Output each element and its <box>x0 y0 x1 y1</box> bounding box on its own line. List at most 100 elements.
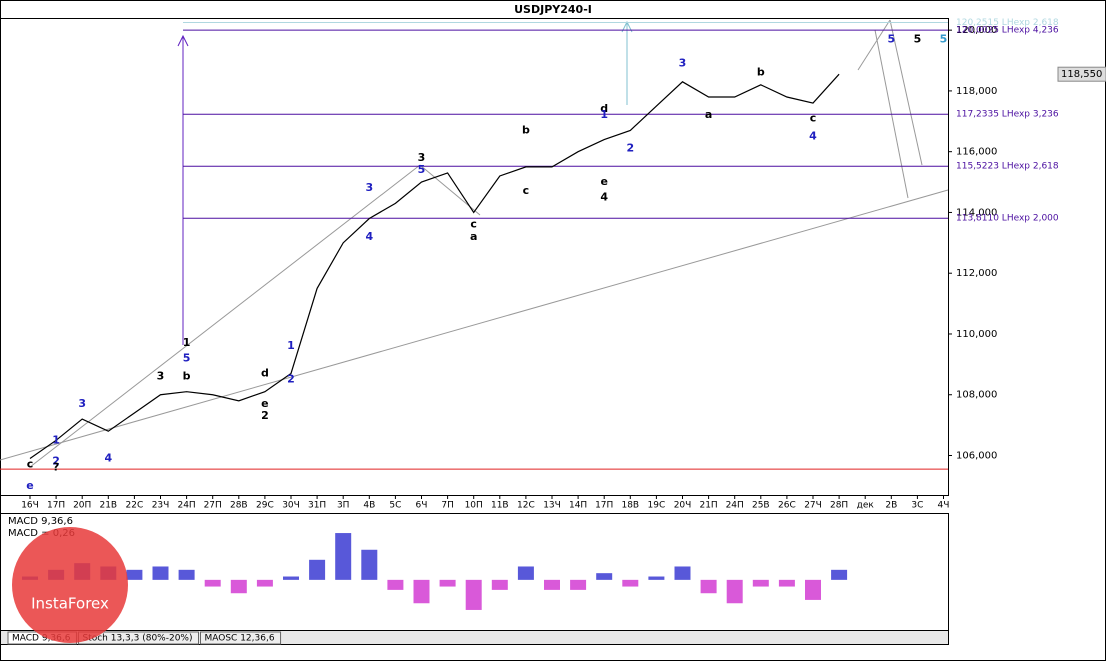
x-tick-label: 28В <box>230 501 248 511</box>
x-tick-label: 19С <box>648 501 666 511</box>
wave-label: 2 <box>52 455 60 468</box>
wave-label: d <box>600 102 608 115</box>
x-tick-label: 4Ч <box>938 501 950 511</box>
macd-bar <box>283 576 299 580</box>
x-tick-label: 24П <box>177 501 195 511</box>
wave-label: ? <box>53 461 59 474</box>
level-label: 117,2335 LHexp 3,236 <box>956 110 1059 120</box>
wave-label: 5 <box>887 32 895 45</box>
x-tick-label: 4В <box>363 501 375 511</box>
macd-bar <box>204 579 221 587</box>
macd-value: MACD = 0,26 <box>8 528 75 539</box>
x-tick-label: 21П <box>699 501 717 511</box>
x-tick-label: 13Ч <box>543 501 561 511</box>
x-tick-label: 14П <box>569 501 587 511</box>
main-pane <box>0 18 949 496</box>
macd-bar <box>335 533 352 580</box>
macd-bar <box>230 579 247 594</box>
x-tick-label: 3С <box>911 501 923 511</box>
macd-bar <box>674 566 691 580</box>
y-tick-label: 120,000 <box>956 25 997 36</box>
macd-bar <box>700 579 717 594</box>
wave-label: 2 <box>261 409 269 422</box>
macd-bar <box>413 579 430 604</box>
y-tick-label: 110,000 <box>956 329 997 340</box>
x-tick-label: 16Ч <box>21 501 39 511</box>
arrow-head <box>177 34 189 47</box>
logo: InstaForex <box>12 527 128 643</box>
trend-line <box>889 19 923 166</box>
y-tick-label: 118,000 <box>956 86 997 97</box>
wave-label: 1 <box>600 108 608 121</box>
x-tick-label: 3П <box>337 501 350 511</box>
wave-label: 4 <box>600 190 608 203</box>
macd-bar <box>152 566 169 580</box>
x-tick-label: 5С <box>389 501 401 511</box>
x-tick-label: 22С <box>126 501 144 511</box>
wave-label: e <box>26 479 33 492</box>
wave-label: 2 <box>287 373 295 386</box>
x-tick-label: 25В <box>752 501 770 511</box>
x-tick-label: 10П <box>465 501 483 511</box>
x-tick-label: дек <box>857 501 875 511</box>
wave-label: c <box>470 218 477 231</box>
macd-bar <box>309 559 326 580</box>
wave-label: 5 <box>418 163 426 176</box>
x-tick-label: 24П <box>726 501 744 511</box>
tab-box[interactable] <box>200 631 282 645</box>
x-tick-label: 26С <box>778 501 796 511</box>
chart-title: USDJPY240-I <box>514 3 592 16</box>
tab[interactable]: MAOSC 12,36,6 <box>205 634 275 644</box>
macd-title: MACD 9,36,6 <box>8 516 73 527</box>
level-label: 120,0025 LHexp 4,236 <box>956 26 1059 36</box>
wave-label: c <box>27 458 34 471</box>
macd-bar <box>544 579 560 590</box>
trend-line <box>857 19 891 71</box>
y-tick-label: 116,000 <box>956 147 997 158</box>
macd-bar <box>805 579 821 600</box>
macd-bar <box>517 566 534 580</box>
wave-label: b <box>522 123 530 136</box>
wave-label: a <box>705 108 712 121</box>
x-tick-label: 21В <box>99 501 117 511</box>
wave-label: e <box>261 397 268 410</box>
x-tick-label: 11В <box>491 501 509 511</box>
x-tick-label: 29С <box>256 501 274 511</box>
arrow-head <box>621 20 633 33</box>
macd-bar <box>465 579 482 610</box>
y-tick-label: 114,000 <box>956 207 997 218</box>
wave-label: c <box>523 184 530 197</box>
x-tick-label: 27Ч <box>804 501 822 511</box>
wave-label: 3 <box>679 57 687 70</box>
trend-line <box>29 164 421 468</box>
last-price-box <box>1057 66 1106 82</box>
x-tick-label: 28П <box>830 501 848 511</box>
wave-label: 5 <box>914 32 922 45</box>
trend-line <box>0 189 949 461</box>
wave-label: 3 <box>365 181 373 194</box>
macd-bar <box>178 569 195 580</box>
last-price-label: 118,550 <box>1061 69 1102 80</box>
x-tick-label: 20Ч <box>674 501 692 511</box>
tab[interactable]: Stoch 13,3,3 (80%-20%) <box>82 634 192 644</box>
macd-bar <box>596 573 613 580</box>
wave-label: 1 <box>183 336 191 349</box>
tab[interactable]: MACD 9,36,6 <box>12 634 71 644</box>
wave-label: e <box>600 175 607 188</box>
macd-bar <box>361 549 378 580</box>
x-tick-label: 18В <box>621 501 639 511</box>
macd-bar <box>126 569 143 580</box>
x-tick-label: 23Ч <box>152 501 170 511</box>
y-tick-label: 112,000 <box>956 268 997 279</box>
macd-bar <box>778 579 795 587</box>
x-tick-label: 17П <box>595 501 613 511</box>
wave-label: 3 <box>418 151 426 164</box>
x-tick-label: 20П <box>73 501 91 511</box>
wave-label: 2 <box>626 142 634 155</box>
x-tick-label: 30Ч <box>282 501 300 511</box>
logo-text: InstaForex <box>31 595 109 613</box>
macd-bar <box>622 579 639 587</box>
macd-bar <box>726 579 743 604</box>
